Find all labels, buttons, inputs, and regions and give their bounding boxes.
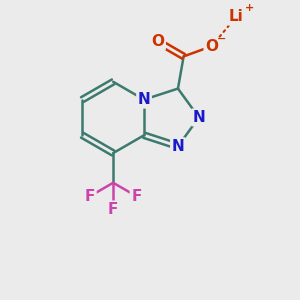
Text: N: N xyxy=(138,92,150,107)
Text: O: O xyxy=(205,39,218,54)
Text: Li: Li xyxy=(229,9,244,24)
Text: F: F xyxy=(85,189,95,204)
Text: F: F xyxy=(108,202,119,217)
Text: O: O xyxy=(152,34,164,49)
Text: N: N xyxy=(193,110,205,125)
Text: −: − xyxy=(217,34,226,44)
Text: +: + xyxy=(245,3,254,13)
Text: F: F xyxy=(131,189,142,204)
Text: N: N xyxy=(172,139,184,154)
